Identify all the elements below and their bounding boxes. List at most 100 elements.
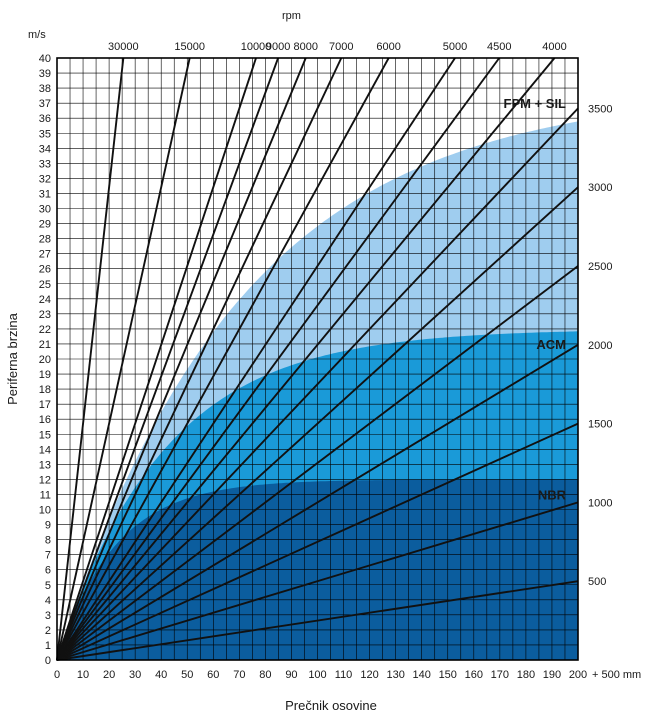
- y-tick-label: 21: [39, 339, 51, 351]
- rpm-line-3000: [56, 186, 579, 661]
- x-tick-label: 70: [233, 669, 245, 681]
- rpm-line-10000: [56, 57, 257, 661]
- y-tick-label: 39: [39, 68, 51, 80]
- y-tick-label: 29: [39, 219, 51, 231]
- rpm-label-2000: 2000: [588, 340, 612, 352]
- rpm-line-500: [56, 580, 579, 661]
- rpm-line-7000: [56, 57, 343, 661]
- rpm-label-3000: 3000: [588, 182, 612, 194]
- rpm-right-labels: 3500 3000 2500 2000 1500 1000 500: [588, 103, 612, 588]
- rpm-line-30000: [56, 57, 125, 661]
- y-tick-label: 1: [45, 640, 51, 652]
- y-tick-label: 8: [45, 535, 51, 547]
- rpm-line-5000: [56, 57, 456, 661]
- y-tick-label: 25: [39, 279, 51, 291]
- y-tick-label: 27: [39, 249, 51, 261]
- y-tick-label: 28: [39, 234, 51, 246]
- y-tick-label: 22: [39, 324, 51, 336]
- x-tick-label: 100: [308, 669, 326, 681]
- y-tick-label: 10: [39, 505, 51, 517]
- y-tick-label: 11: [40, 489, 51, 501]
- x-tick-label: 30: [129, 669, 141, 681]
- region-label-nbr: NBR: [538, 487, 567, 502]
- y-tick-label: 32: [39, 173, 51, 185]
- top-axis-label: rpm: [282, 10, 301, 22]
- rpm-label-2500: 2500: [588, 261, 612, 273]
- rpm-line-6000: [56, 57, 390, 661]
- y-tick-label: 33: [39, 158, 51, 170]
- y-tick-label: 38: [39, 83, 51, 95]
- y-tick-label: 6: [45, 565, 51, 577]
- rpm-label-30000: 30000: [108, 41, 139, 53]
- rpm-label-15000: 15000: [174, 41, 205, 53]
- region-labels: FPM + SIL ACM NBR: [504, 96, 567, 502]
- y-tick-label: 35: [39, 128, 51, 140]
- x-tick-label: 80: [259, 669, 271, 681]
- chart-grid: [56, 57, 579, 661]
- y-tick-label: 40: [39, 53, 51, 65]
- rpm-line-1500: [56, 422, 579, 661]
- rpm-line-1000: [56, 501, 579, 661]
- y-tick-label: 23: [39, 309, 51, 321]
- rpm-label-7000: 7000: [329, 41, 353, 53]
- rpm-line-2000: [56, 343, 579, 661]
- y-tick-label: 37: [39, 98, 51, 110]
- y-tick-label: 15: [39, 429, 51, 441]
- x-tick-label: 120: [360, 669, 378, 681]
- rpm-line-4000: [56, 57, 556, 661]
- y-axis-title: Periferna brzina: [5, 312, 20, 405]
- y-unit-label: m/s: [28, 29, 46, 41]
- y-tick-label: 16: [39, 414, 51, 426]
- rpm-label-6000: 6000: [376, 41, 400, 53]
- rpm-label-5000: 5000: [443, 41, 467, 53]
- rpm-label-4000: 4000: [542, 41, 566, 53]
- rpm-label-4500: 4500: [487, 41, 511, 53]
- y-tick-label: 5: [45, 580, 51, 592]
- rpm-line-9000: [56, 57, 280, 661]
- rpm-label-1000: 1000: [588, 497, 612, 509]
- y-tick-label: 24: [39, 294, 51, 306]
- y-tick-label: 18: [39, 384, 51, 396]
- rpm-label-9000: 9000: [266, 41, 290, 53]
- y-tick-label: 12: [39, 474, 51, 486]
- y-tick-labels: 0123456789101112131415161718192021222324…: [39, 53, 51, 667]
- x-tick-label: 10: [77, 669, 89, 681]
- x-tick-label: 90: [285, 669, 297, 681]
- rpm-label-3500: 3500: [588, 103, 612, 115]
- rpm-label-10000: 10000: [241, 41, 272, 53]
- y-tick-label: 20: [39, 354, 51, 366]
- x-tick-labels: 0 10 20 30 40 50 60 70 80 90 100 110 120 130 140 150 160…: [54, 669, 587, 681]
- rpm-line-15000: [56, 57, 191, 661]
- y-tick-label: 19: [39, 369, 51, 381]
- x-tick-label: 40: [155, 669, 167, 681]
- y-tick-label: 31: [39, 188, 51, 200]
- x-tick-label: 0: [54, 669, 60, 681]
- rpm-lines: [56, 57, 579, 661]
- y-tick-label: 7: [45, 550, 51, 562]
- rpm-label-8000: 8000: [294, 41, 318, 53]
- y-tick-label: 34: [39, 143, 51, 155]
- x-tick-label: 50: [181, 669, 193, 681]
- y-tick-label: 4: [45, 595, 51, 607]
- rpm-line-8000: [56, 57, 307, 661]
- y-tick-label: 30: [39, 204, 51, 216]
- region-label-fpm-sil: FPM + SIL: [504, 96, 567, 111]
- x-tick-label: 130: [386, 669, 404, 681]
- rpm-line-4500: [56, 57, 501, 661]
- region-label-acm: ACM: [536, 337, 566, 352]
- x-tick-label: 140: [413, 669, 431, 681]
- y-tick-label: 26: [39, 264, 51, 276]
- y-tick-label: 0: [45, 655, 51, 667]
- plot-frame: [56, 57, 579, 661]
- y-tick-label: 14: [39, 444, 51, 456]
- x-tick-label: 160: [465, 669, 483, 681]
- x-tick-label: 20: [103, 669, 115, 681]
- x-tick-label: 150: [439, 669, 457, 681]
- x-tick-label: 170: [491, 669, 509, 681]
- x-tick-label: 180: [517, 669, 535, 681]
- y-tick-label: 13: [39, 459, 51, 471]
- x-tick-label: 200: [569, 669, 587, 681]
- y-tick-label: 36: [39, 113, 51, 125]
- y-tick-label: 17: [39, 399, 51, 411]
